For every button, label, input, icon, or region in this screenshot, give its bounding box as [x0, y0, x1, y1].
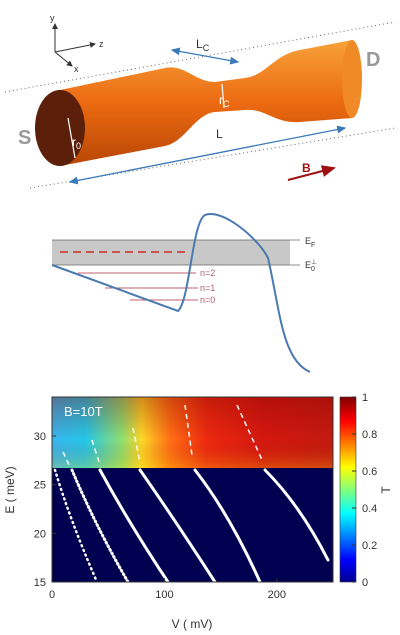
ef-label: EF [305, 236, 315, 249]
label-sub: 0 [76, 141, 81, 151]
y-tick-label: 30 [34, 431, 46, 443]
potential-curve [51, 212, 311, 373]
axis-label: z [99, 39, 104, 49]
l-label: L [216, 127, 223, 141]
label-sub: F [311, 242, 315, 249]
transmission-curves [53, 468, 330, 584]
colorbar [339, 396, 357, 583]
panel-a: y z x LC rC r0 L S D B [4, 13, 396, 189]
colorbar-tick-label: 0.6 [362, 466, 377, 478]
label-main: L [196, 37, 203, 51]
field-arrow [287, 165, 336, 181]
lc-label: LC [196, 37, 210, 53]
r0-label: r0 [72, 135, 81, 151]
colorbar-tick-label: 0.2 [362, 540, 377, 552]
colorbar-tick-label: 0 [362, 577, 368, 589]
y-axis-label: E ( meV) [3, 466, 17, 513]
axis-label: y [50, 13, 55, 23]
axes-icon [52, 23, 96, 67]
y-tick-label: 20 [34, 528, 46, 540]
rc-label: rC [219, 93, 230, 109]
drain-end [342, 40, 362, 118]
colorbar-tick-label: 0.4 [362, 503, 377, 515]
panel-b: EF E0⊥ n=2 n=1 n=0 [51, 212, 317, 373]
label-main: r [219, 93, 223, 107]
panel-c: B=10T V ( mV) E ( meV) T [3, 396, 393, 631]
radius-arrow [221, 83, 225, 109]
annotation: B=10T [64, 404, 103, 419]
plot-frame [51, 396, 334, 583]
level-label: n=1 [200, 283, 215, 293]
colorbar-tick-label: 1 [362, 392, 368, 404]
e0-label: E0⊥ [305, 259, 317, 273]
x-tick-label: 200 [268, 589, 286, 601]
label-sub: C [203, 43, 210, 53]
label-main: E [305, 236, 311, 246]
colorbar-tick-label: 0.8 [362, 429, 377, 441]
x-tick-label: 100 [155, 589, 173, 601]
level-label: n=2 [200, 268, 215, 278]
dashed-curves [62, 404, 264, 468]
level-label: n=0 [200, 295, 215, 305]
y-tick-label: 25 [34, 480, 46, 492]
axis-label: x [74, 64, 79, 74]
label-main: r [72, 135, 76, 149]
colorbar-label: T [379, 486, 393, 494]
lc-arrow [170, 47, 240, 65]
label-sub: C [223, 99, 230, 109]
source-label: S [18, 127, 31, 149]
label-main: E [305, 260, 311, 270]
label-sup: ⊥ [311, 259, 317, 266]
field-label: B [302, 161, 311, 175]
heatmap-shade [52, 397, 333, 468]
source-end [35, 90, 85, 166]
x-axis-label: V ( mV) [172, 617, 213, 631]
nanowire [60, 40, 352, 166]
label-sub: 0 [311, 266, 315, 273]
y-tick-label: 15 [34, 577, 46, 589]
x-tick-label: 0 [49, 589, 55, 601]
drain-label: D [366, 49, 380, 71]
l-arrow [68, 125, 347, 185]
